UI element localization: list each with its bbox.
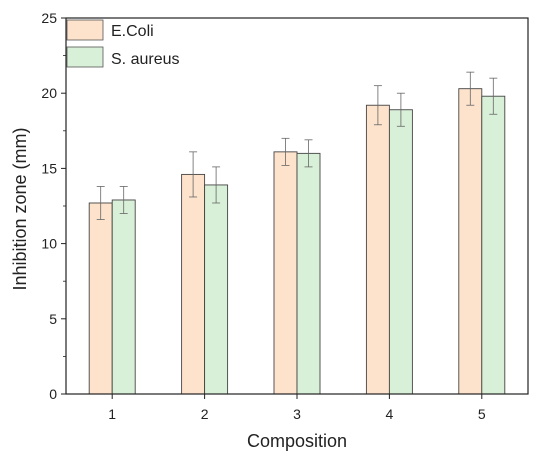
x-tick-label-2: 2: [201, 406, 209, 422]
error-bar-s-aureus-2: [212, 166, 221, 204]
bar-s-aureus-1: [111, 199, 136, 395]
legend-label-e-coli: E.Coli: [111, 23, 154, 40]
x-tick-label-3: 3: [293, 406, 301, 422]
legend-swatch-e-coli: [66, 19, 104, 41]
chart-axes: 1 2 3 4 5 0 5 10 15 20 25: [41, 10, 485, 422]
bar-e-coli-1: [88, 202, 113, 395]
x-tick-label-4: 4: [386, 406, 394, 422]
x-tick-label-5: 5: [478, 406, 486, 422]
y-tick-label-25: 25: [41, 10, 57, 26]
error-bar-s-aureus-5: [489, 77, 498, 115]
error-bar-e-coli-2: [189, 151, 198, 198]
legend-swatch-s-aureus: [66, 46, 104, 68]
bar-e-coli-3: [273, 151, 298, 395]
y-axis-title: Inhibition zone (mm): [10, 127, 30, 290]
error-bar-e-coli-5: [466, 71, 475, 106]
y-tick-label-15: 15: [41, 160, 57, 176]
legend: E.Coli S. aureus: [66, 19, 179, 68]
legend-label-s-aureus: S. aureus: [111, 51, 179, 68]
x-axis-title: Composition: [247, 431, 347, 451]
y-tick-label-5: 5: [49, 311, 57, 327]
y-tick-label-0: 0: [49, 386, 57, 402]
error-bar-e-coli-1: [96, 186, 105, 220]
y-tick-label-10: 10: [41, 236, 57, 252]
error-bar-e-coli-4: [373, 85, 382, 126]
bar-e-coli-4: [365, 104, 390, 395]
error-bar-s-aureus-3: [304, 139, 313, 168]
x-tick-label-1: 1: [108, 406, 116, 422]
y-tick-label-20: 20: [41, 85, 57, 101]
bar-e-coli-5: [458, 88, 483, 395]
error-bar-s-aureus-1: [119, 186, 128, 214]
bar-s-aureus-2: [204, 184, 229, 395]
error-bar-e-coli-3: [281, 137, 290, 166]
bar-s-aureus-5: [481, 95, 506, 395]
error-bar-s-aureus-4: [396, 92, 405, 127]
bar-s-aureus-3: [296, 152, 321, 395]
chart-marks: [88, 71, 506, 395]
bar-s-aureus-4: [388, 109, 413, 395]
bar-e-coli-2: [181, 173, 206, 395]
